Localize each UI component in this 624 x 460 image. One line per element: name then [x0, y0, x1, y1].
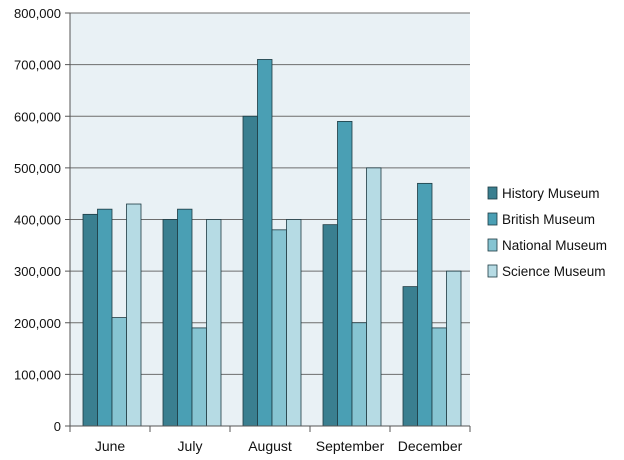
y-tick-label: 700,000: [14, 58, 61, 73]
bar-science-museum-august: [286, 219, 302, 427]
bar-national-museum-july: [191, 327, 207, 427]
bar-national-museum-june: [111, 317, 127, 427]
bar-science-museum-december: [446, 270, 462, 427]
bar-science-museum-september: [366, 167, 382, 427]
bar-science-museum-july: [206, 219, 222, 427]
bar-history-museum-december: [402, 286, 418, 427]
bar-history-museum-june: [82, 213, 98, 427]
bar-history-museum-august: [242, 115, 258, 427]
legend-swatch: [487, 238, 498, 252]
x-category-label: December: [398, 438, 463, 454]
legend-swatch: [487, 186, 498, 200]
bar-british-museum-december: [417, 182, 433, 427]
legend-label: National Museum: [502, 238, 607, 253]
bar-national-museum-september: [351, 322, 367, 427]
x-category-label: September: [316, 438, 385, 454]
x-category-label: August: [248, 438, 292, 454]
y-tick-label: 800,000: [14, 6, 61, 21]
legend-label: British Museum: [502, 212, 595, 227]
y-tick-label: 200,000: [14, 316, 61, 331]
x-axis: June July August September December: [69, 425, 471, 454]
y-tick-label: 0: [54, 419, 61, 434]
bar-british-museum-july: [177, 208, 193, 427]
y-axis: 0 100,000 200,000 300,000 400,000 500,000 600,…: [14, 6, 71, 434]
x-category-label: June: [95, 438, 126, 454]
y-tick-label: 400,000: [14, 213, 61, 228]
y-tick-label: 300,000: [14, 264, 61, 279]
legend-swatch: [487, 264, 498, 278]
y-tick-label: 500,000: [14, 161, 61, 176]
bar-history-museum-july: [162, 219, 178, 427]
y-tick-label: 100,000: [14, 367, 61, 382]
bar-british-museum-june: [97, 208, 113, 427]
legend-label: Science Museum: [502, 264, 606, 279]
bar-history-museum-september: [322, 224, 338, 427]
legend: History Museum British Museum National Mus…: [487, 186, 607, 279]
bar-british-museum-august: [257, 59, 273, 427]
x-category-label: July: [178, 438, 203, 454]
bar-national-museum-august: [271, 229, 287, 427]
legend-label: History Museum: [502, 186, 600, 201]
legend-swatch: [487, 212, 498, 226]
y-tick-label: 600,000: [14, 109, 61, 124]
bar-national-museum-december: [431, 327, 447, 427]
bar-british-museum-september: [337, 121, 353, 427]
bar-science-museum-june: [126, 203, 142, 427]
